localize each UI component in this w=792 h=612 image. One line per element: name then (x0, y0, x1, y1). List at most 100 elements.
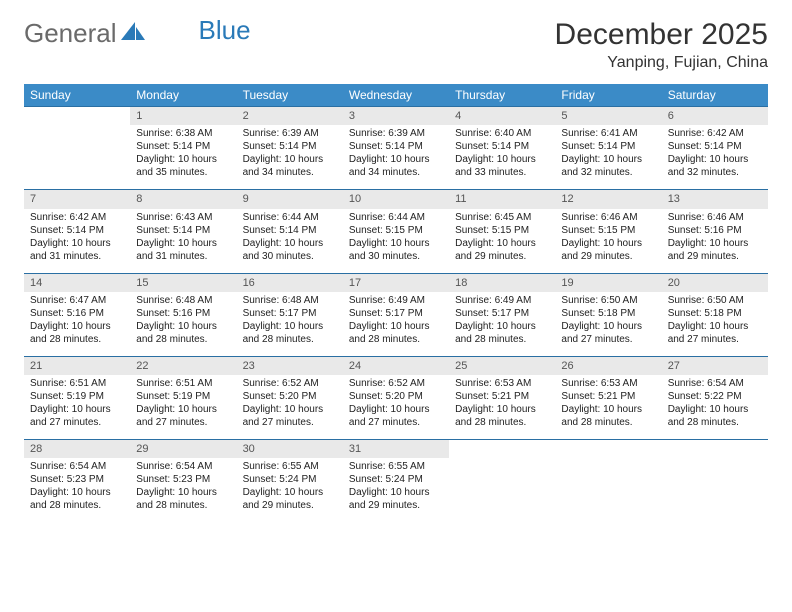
daylight-text: Daylight: 10 hours and 33 minutes. (455, 153, 549, 179)
day-content: Sunrise: 6:42 AMSunset: 5:14 PMDaylight:… (24, 209, 130, 273)
day-cell: 20Sunrise: 6:50 AMSunset: 5:18 PMDayligh… (662, 273, 768, 356)
day-content: Sunrise: 6:51 AMSunset: 5:19 PMDaylight:… (130, 375, 236, 439)
day-content: Sunrise: 6:55 AMSunset: 5:24 PMDaylight:… (343, 458, 449, 522)
day-cell: 26Sunrise: 6:53 AMSunset: 5:21 PMDayligh… (555, 356, 661, 439)
week-row: 1Sunrise: 6:38 AMSunset: 5:14 PMDaylight… (24, 107, 768, 190)
day-cell (24, 107, 130, 190)
day-number: 9 (237, 190, 343, 208)
page-header: General Blue December 2025 Yanping, Fuji… (24, 18, 768, 72)
sunrise-text: Sunrise: 6:45 AM (455, 211, 549, 224)
day-cell: 28Sunrise: 6:54 AMSunset: 5:23 PMDayligh… (24, 440, 130, 523)
day-cell: 22Sunrise: 6:51 AMSunset: 5:19 PMDayligh… (130, 356, 236, 439)
day-number: 27 (662, 357, 768, 375)
day-number: 28 (24, 440, 130, 458)
day-content: Sunrise: 6:46 AMSunset: 5:15 PMDaylight:… (555, 209, 661, 273)
day-content: Sunrise: 6:50 AMSunset: 5:18 PMDaylight:… (555, 292, 661, 356)
sunset-text: Sunset: 5:14 PM (561, 140, 655, 153)
sunset-text: Sunset: 5:16 PM (30, 307, 124, 320)
sunset-text: Sunset: 5:18 PM (561, 307, 655, 320)
sunrise-text: Sunrise: 6:46 AM (561, 211, 655, 224)
day-content: Sunrise: 6:39 AMSunset: 5:14 PMDaylight:… (343, 125, 449, 189)
sunrise-text: Sunrise: 6:44 AM (243, 211, 337, 224)
day-cell: 17Sunrise: 6:49 AMSunset: 5:17 PMDayligh… (343, 273, 449, 356)
day-content: Sunrise: 6:44 AMSunset: 5:15 PMDaylight:… (343, 209, 449, 273)
logo-sail-icon (121, 18, 147, 49)
sunrise-text: Sunrise: 6:55 AM (349, 460, 443, 473)
daylight-text: Daylight: 10 hours and 28 minutes. (136, 486, 230, 512)
sunrise-text: Sunrise: 6:43 AM (136, 211, 230, 224)
sunrise-text: Sunrise: 6:51 AM (136, 377, 230, 390)
daylight-text: Daylight: 10 hours and 28 minutes. (455, 403, 549, 429)
sunset-text: Sunset: 5:19 PM (30, 390, 124, 403)
daylight-text: Daylight: 10 hours and 28 minutes. (561, 403, 655, 429)
day-number: 14 (24, 274, 130, 292)
day-number: 13 (662, 190, 768, 208)
day-cell: 19Sunrise: 6:50 AMSunset: 5:18 PMDayligh… (555, 273, 661, 356)
sunrise-text: Sunrise: 6:38 AM (136, 127, 230, 140)
sunset-text: Sunset: 5:14 PM (243, 224, 337, 237)
day-number: 1 (130, 107, 236, 125)
day-content: Sunrise: 6:38 AMSunset: 5:14 PMDaylight:… (130, 125, 236, 189)
day-number: 11 (449, 190, 555, 208)
sunset-text: Sunset: 5:20 PM (243, 390, 337, 403)
sunset-text: Sunset: 5:23 PM (30, 473, 124, 486)
dow-monday: Monday (130, 84, 236, 107)
sunset-text: Sunset: 5:22 PM (668, 390, 762, 403)
day-cell: 23Sunrise: 6:52 AMSunset: 5:20 PMDayligh… (237, 356, 343, 439)
sunset-text: Sunset: 5:16 PM (668, 224, 762, 237)
sunset-text: Sunset: 5:14 PM (668, 140, 762, 153)
sunrise-text: Sunrise: 6:54 AM (668, 377, 762, 390)
logo-text-1: General (24, 18, 117, 49)
sunset-text: Sunset: 5:23 PM (136, 473, 230, 486)
day-cell: 18Sunrise: 6:49 AMSunset: 5:17 PMDayligh… (449, 273, 555, 356)
daylight-text: Daylight: 10 hours and 27 minutes. (349, 403, 443, 429)
sunrise-text: Sunrise: 6:48 AM (136, 294, 230, 307)
week-row: 21Sunrise: 6:51 AMSunset: 5:19 PMDayligh… (24, 356, 768, 439)
sunrise-text: Sunrise: 6:50 AM (561, 294, 655, 307)
title-block: December 2025 Yanping, Fujian, China (555, 18, 768, 72)
day-number: 22 (130, 357, 236, 375)
daylight-text: Daylight: 10 hours and 28 minutes. (30, 486, 124, 512)
sunset-text: Sunset: 5:21 PM (561, 390, 655, 403)
day-content (662, 458, 768, 470)
day-number: 6 (662, 107, 768, 125)
day-number (662, 440, 768, 458)
sunset-text: Sunset: 5:17 PM (243, 307, 337, 320)
day-cell (662, 440, 768, 523)
day-cell: 29Sunrise: 6:54 AMSunset: 5:23 PMDayligh… (130, 440, 236, 523)
day-cell (449, 440, 555, 523)
sunrise-text: Sunrise: 6:42 AM (668, 127, 762, 140)
day-content: Sunrise: 6:47 AMSunset: 5:16 PMDaylight:… (24, 292, 130, 356)
sunrise-text: Sunrise: 6:55 AM (243, 460, 337, 473)
dow-saturday: Saturday (662, 84, 768, 107)
day-cell (555, 440, 661, 523)
day-number: 25 (449, 357, 555, 375)
day-number: 23 (237, 357, 343, 375)
day-number: 2 (237, 107, 343, 125)
daylight-text: Daylight: 10 hours and 28 minutes. (30, 320, 124, 346)
sunset-text: Sunset: 5:18 PM (668, 307, 762, 320)
sunset-text: Sunset: 5:24 PM (349, 473, 443, 486)
daylight-text: Daylight: 10 hours and 27 minutes. (30, 403, 124, 429)
week-row: 28Sunrise: 6:54 AMSunset: 5:23 PMDayligh… (24, 440, 768, 523)
daylight-text: Daylight: 10 hours and 31 minutes. (30, 237, 124, 263)
day-cell: 5Sunrise: 6:41 AMSunset: 5:14 PMDaylight… (555, 107, 661, 190)
day-cell: 13Sunrise: 6:46 AMSunset: 5:16 PMDayligh… (662, 190, 768, 273)
day-content: Sunrise: 6:53 AMSunset: 5:21 PMDaylight:… (555, 375, 661, 439)
week-row: 14Sunrise: 6:47 AMSunset: 5:16 PMDayligh… (24, 273, 768, 356)
sunrise-text: Sunrise: 6:47 AM (30, 294, 124, 307)
sunrise-text: Sunrise: 6:42 AM (30, 211, 124, 224)
day-number: 12 (555, 190, 661, 208)
sunrise-text: Sunrise: 6:39 AM (243, 127, 337, 140)
day-content: Sunrise: 6:41 AMSunset: 5:14 PMDaylight:… (555, 125, 661, 189)
day-cell: 30Sunrise: 6:55 AMSunset: 5:24 PMDayligh… (237, 440, 343, 523)
day-content: Sunrise: 6:40 AMSunset: 5:14 PMDaylight:… (449, 125, 555, 189)
day-cell: 16Sunrise: 6:48 AMSunset: 5:17 PMDayligh… (237, 273, 343, 356)
dow-tuesday: Tuesday (237, 84, 343, 107)
day-cell: 25Sunrise: 6:53 AMSunset: 5:21 PMDayligh… (449, 356, 555, 439)
daylight-text: Daylight: 10 hours and 29 minutes. (243, 486, 337, 512)
sunset-text: Sunset: 5:15 PM (561, 224, 655, 237)
day-cell: 24Sunrise: 6:52 AMSunset: 5:20 PMDayligh… (343, 356, 449, 439)
day-number: 24 (343, 357, 449, 375)
sunrise-text: Sunrise: 6:49 AM (455, 294, 549, 307)
